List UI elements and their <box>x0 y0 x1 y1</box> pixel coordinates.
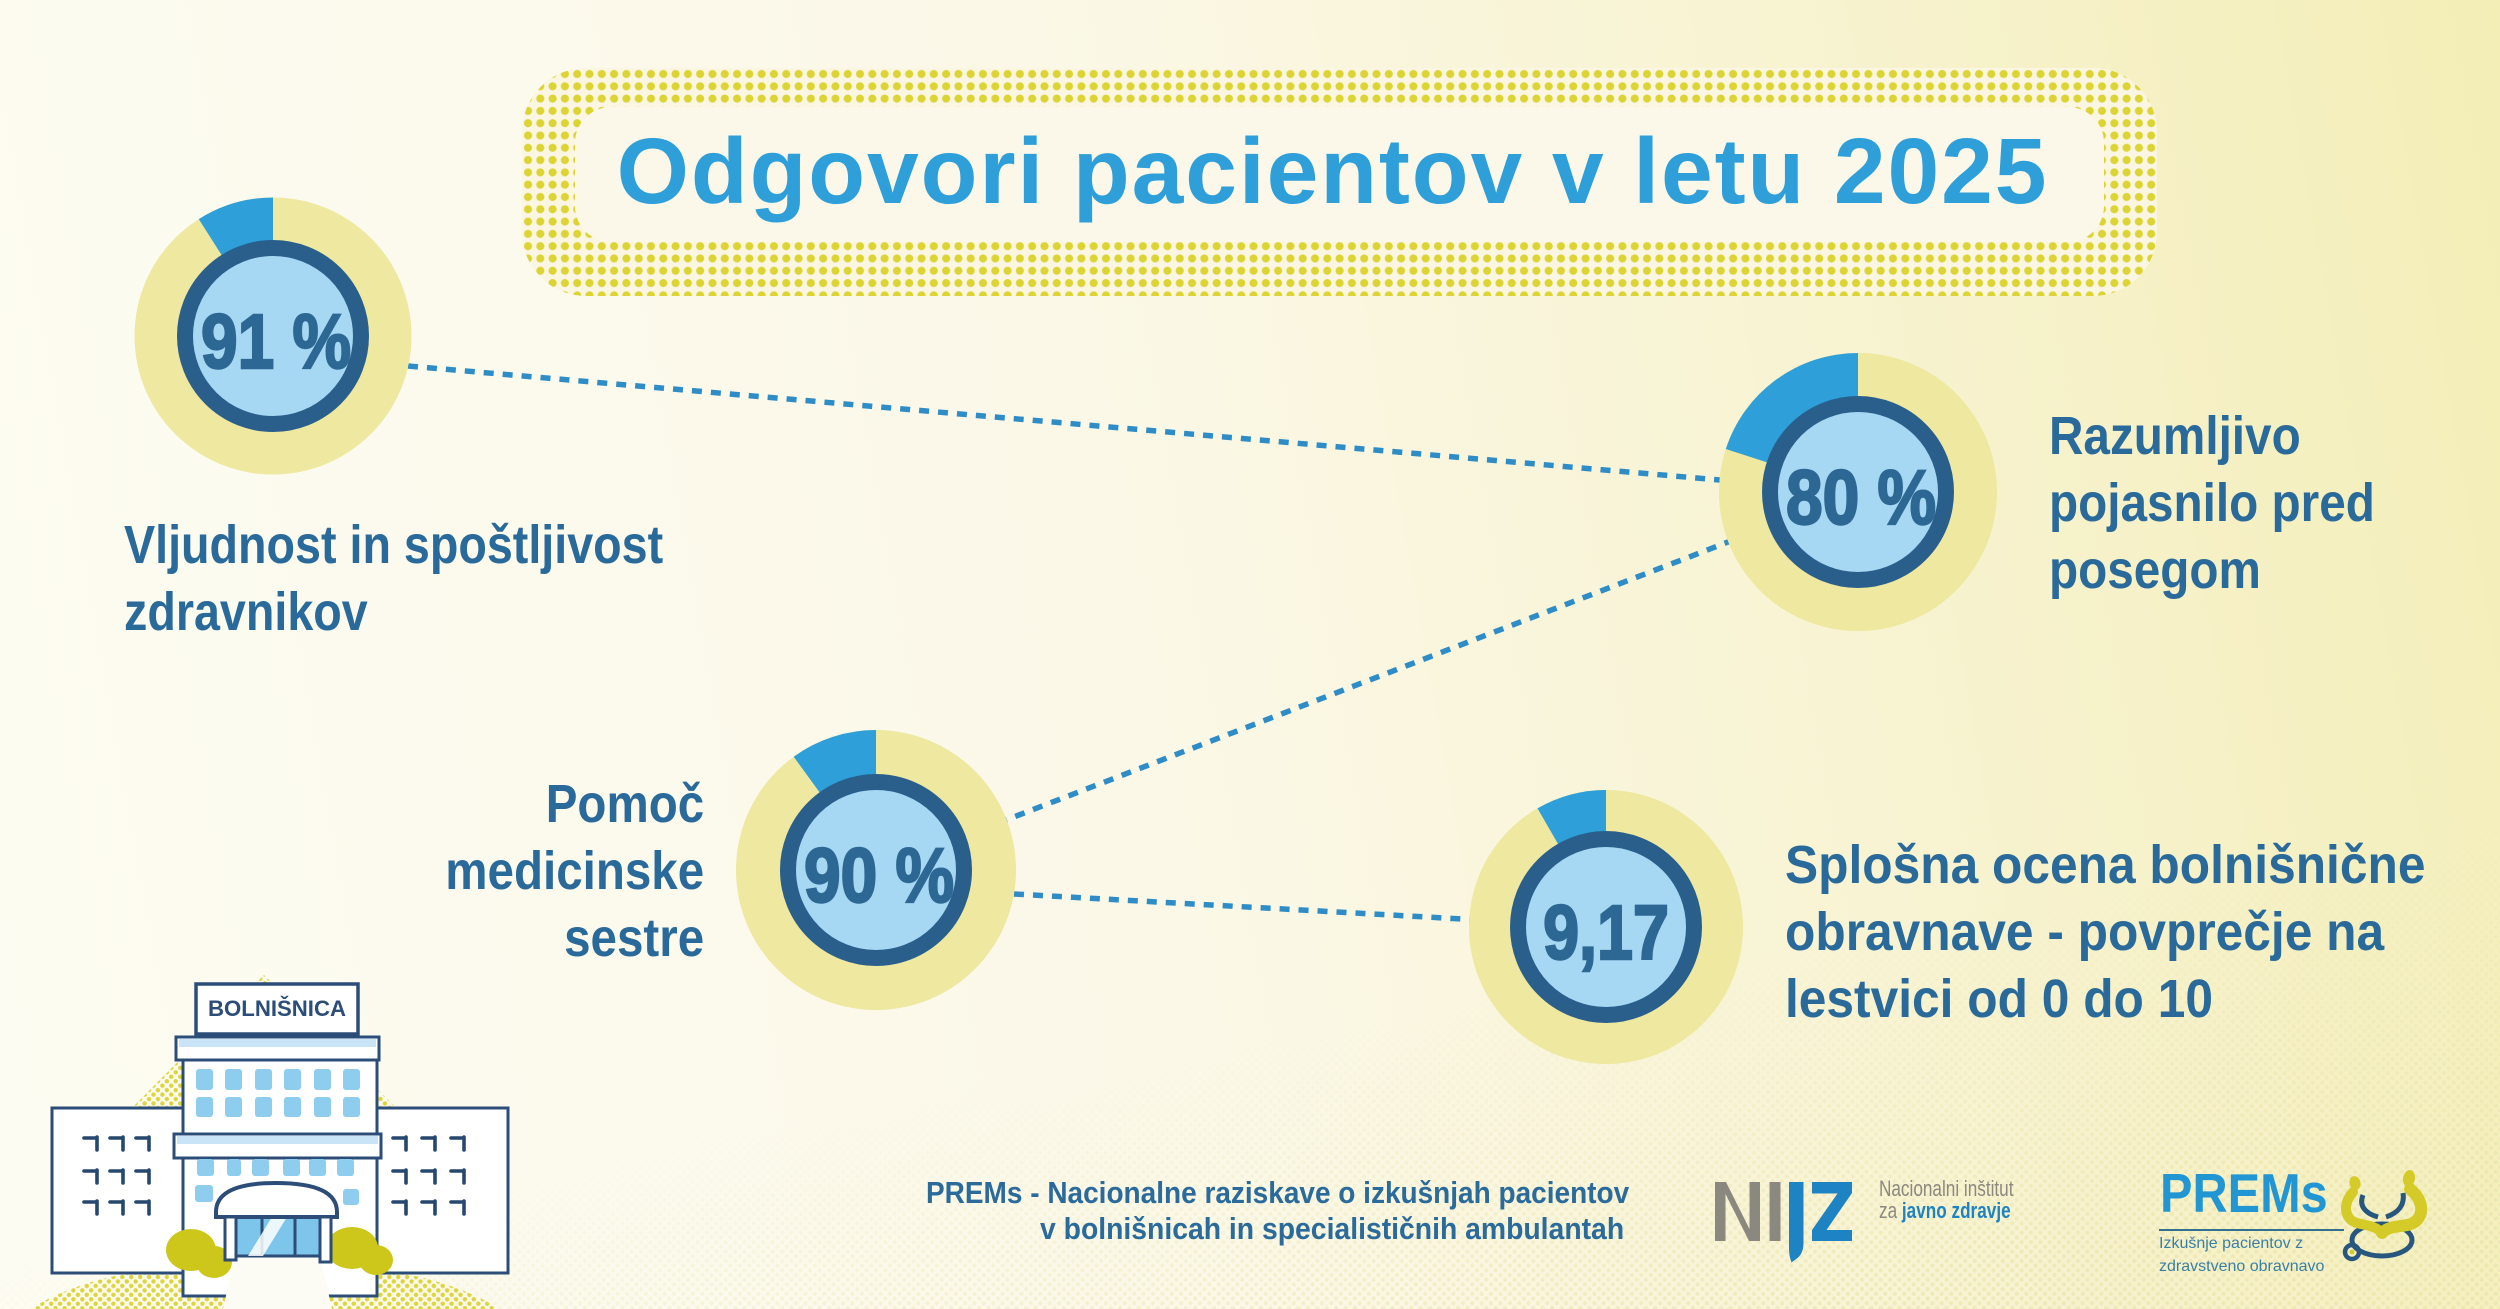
svg-text:BOLNIŠNICA: BOLNIŠNICA <box>208 996 346 1021</box>
svg-text:90 %: 90 % <box>804 833 954 919</box>
svg-text:91 %: 91 % <box>201 299 351 385</box>
svg-text:9,17: 9,17 <box>1543 891 1669 977</box>
svg-text:80 %: 80 % <box>1786 455 1936 541</box>
